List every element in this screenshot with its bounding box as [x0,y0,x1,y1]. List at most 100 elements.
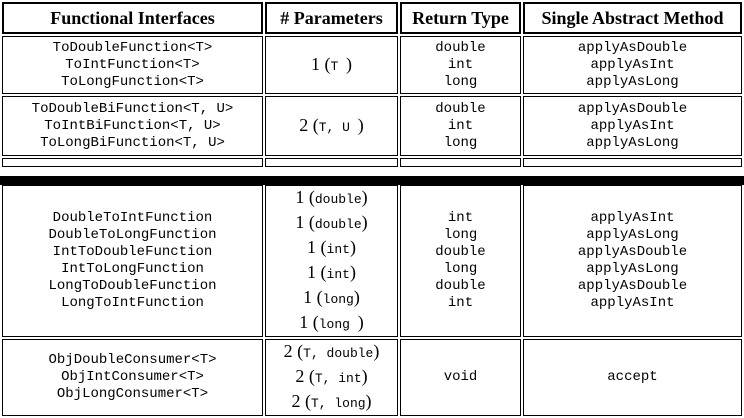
interface-name: ToLongFunction<T> [61,73,204,90]
interface-name: ToDoubleFunction<T> [52,39,213,56]
return-type: int [447,117,474,134]
parameter-line: 1 (int) [266,261,397,286]
parameter-line: 1 (double) [266,186,397,211]
paren-open: ( [292,341,304,361]
parameter-line: 1 (int) [266,236,397,261]
return-type: void [443,369,478,385]
parameter-line: 1 (double) [266,211,397,236]
method-name: applyAsInt [590,117,675,134]
parameter-types: T, double [303,346,374,361]
return-type-cell: double int long [400,96,521,156]
interface-group-row: ToDoubleBiFunction<T, U> ToIntBiFunction<… [2,96,742,156]
interface-name: ToLongBiFunction<T, U> [40,134,225,151]
return-type: int [447,56,474,73]
return-type: long [443,261,478,277]
parameters-cell: 1 (T ) [265,36,398,94]
parameter-types: double [314,192,362,207]
paren-open: ( [304,187,315,207]
paren-close: ) [361,212,368,232]
return-type: double [435,278,486,294]
method-name: applyAsDouble [577,278,688,294]
method-name: applyAsLong [586,73,679,90]
spacer-cell [2,158,263,167]
return-type: int [447,295,474,311]
interfaces-cell: DoubleToIntFunction DoubleToLongFunction I… [2,185,263,337]
parameter-types: int [326,242,350,257]
interface-group-row: ToDoubleFunction<T> ToIntFunction<T> ToLon… [2,36,742,94]
header-return-type: Return Type [400,2,521,34]
method-name: applyAsLong [586,134,679,151]
return-type: double [435,100,486,117]
header-parameters: # Parameters [265,2,398,34]
parameter-count: 1 [307,237,317,257]
paren-close: ) [357,312,364,332]
return-type: double [435,39,486,56]
parameter-types: double [314,217,362,232]
parameter-line: 1 (T ) [266,53,397,78]
interfaces-cell: ToDoubleFunction<T> ToIntFunction<T> ToLon… [2,36,263,94]
paren-open: ( [304,212,315,232]
paren-close: ) [361,187,368,207]
return-type: double [435,244,486,260]
parameter-count: 2 [291,391,301,411]
parameter-line: 2 (T, double) [266,340,397,365]
parameter-count: 1 [295,212,305,232]
parameter-count: 1 [310,53,320,74]
header-row: Functional Interfaces # Parameters Retur… [2,2,742,34]
method-name: applyAsDouble [577,39,688,56]
parameter-types: int [326,267,350,282]
return-type: long [443,73,478,90]
paren-close: ) [365,391,372,411]
method-cell: applyAsDouble applyAsInt applyAsLong [523,36,742,94]
parameter-line: 2 (T, long) [266,390,397,415]
method-cell: applyAsDouble applyAsInt applyAsLong [523,96,742,156]
paren-open: ( [300,391,311,411]
functional-interfaces-table-bottom: DoubleToIntFunction DoubleToLongFunction I… [0,183,744,418]
parameter-count: 1 [303,287,313,307]
interface-name: ToIntBiFunction<T, U> [44,117,221,134]
bottom-table-body: DoubleToIntFunction DoubleToLongFunction I… [2,185,742,416]
spacer-row [2,158,742,167]
parameter-types: T, long [310,396,366,411]
paren-close: ) [353,287,360,307]
paren-open: ( [308,312,319,332]
paren-close: ) [349,262,356,282]
parameter-types: T, int [314,371,362,386]
paren-open: ( [319,53,331,74]
parameter-types: long [322,292,354,307]
return-type-cell: int long double long double int [400,185,521,337]
parameter-types: T, U [318,119,358,135]
interface-name: ObjLongConsumer<T> [56,386,209,402]
parameter-count: 2 [283,341,293,361]
return-type: long [443,227,478,243]
spacer-cell [265,158,398,167]
return-type-cell: double int long [400,36,521,94]
paren-close: ) [349,237,356,257]
interface-name: DoubleToIntFunction [52,210,213,226]
parameter-types: long [318,317,358,332]
interface-group-row: ObjDoubleConsumer<T> ObjIntConsumer<T> Obj… [2,339,742,416]
method-cell: accept [523,339,742,416]
parameter-line: 1 (long ) [266,311,397,336]
return-type-cell: void [400,339,521,416]
parameter-types: T [330,58,347,74]
interface-name: LongToDoubleFunction [48,278,217,294]
parameter-line: 2 (T, U ) [266,114,397,139]
parameter-count: 2 [295,366,305,386]
spacer-cell [523,158,742,167]
paren-close: ) [357,114,364,135]
section-divider-bar [0,176,744,185]
paren-close: ) [361,366,368,386]
parameter-count: 1 [295,187,305,207]
parameter-line: 2 (T, int) [266,365,397,390]
spacer-cell [400,158,521,167]
interface-name: DoubleToLongFunction [48,227,217,243]
paren-open: ( [304,366,315,386]
method-name: applyAsLong [586,227,679,243]
interfaces-cell: ToDoubleBiFunction<T, U> ToIntBiFunction<… [2,96,263,156]
method-name: applyAsInt [590,210,675,226]
parameter-line: 1 (long) [266,286,397,311]
method-name: applyAsDouble [577,100,688,117]
parameter-count: 2 [299,114,309,135]
method-name: applyAsInt [590,295,675,311]
